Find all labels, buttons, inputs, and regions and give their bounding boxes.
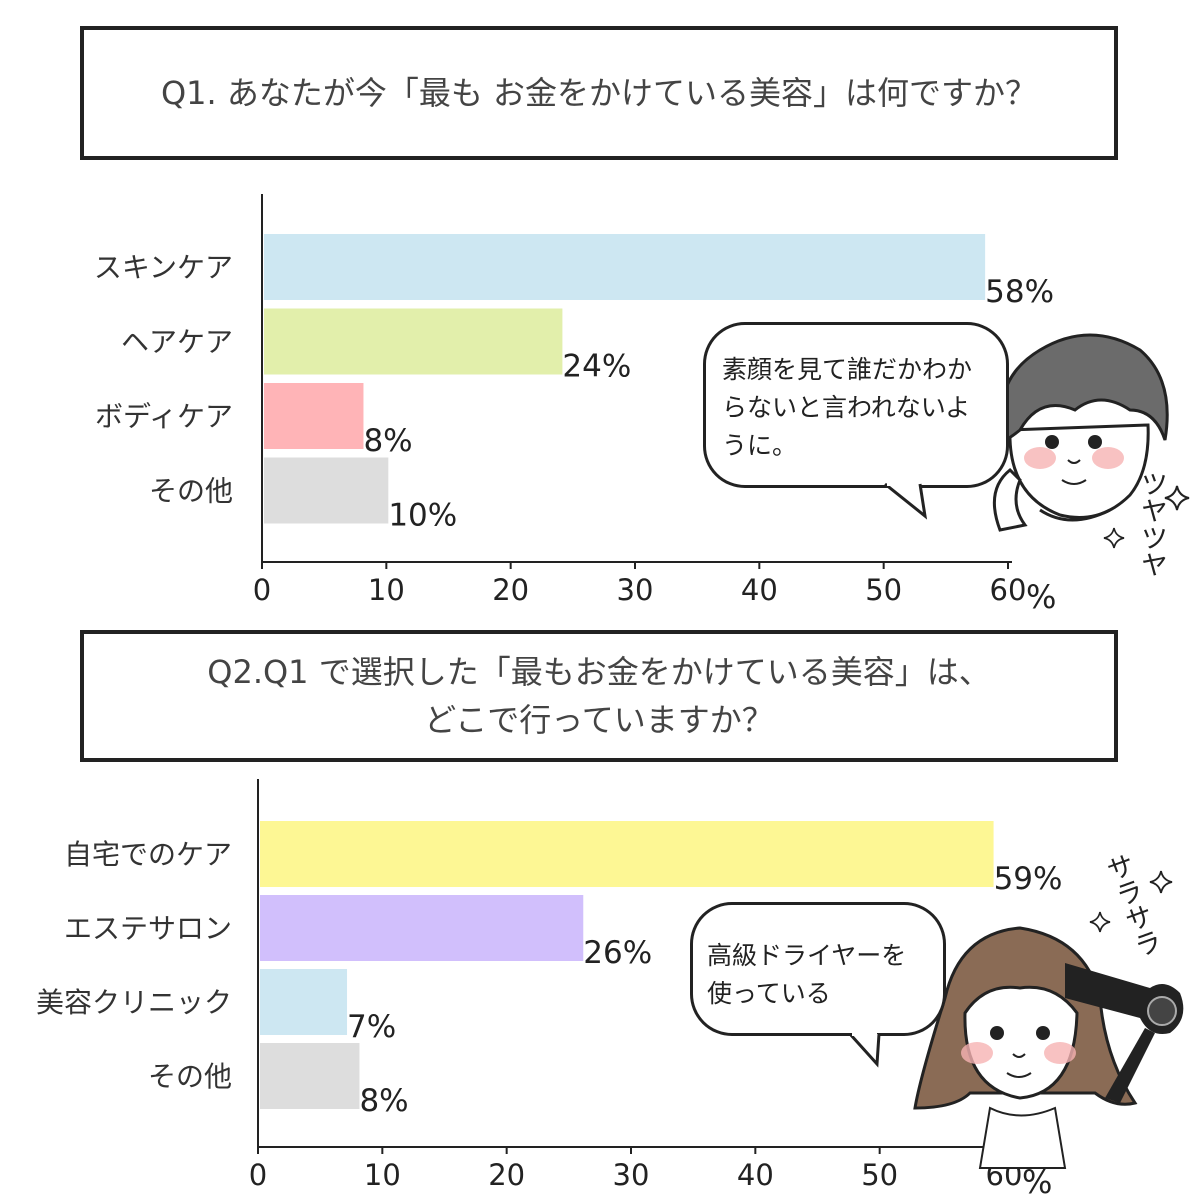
bar-value-label: 8% [363, 423, 412, 459]
bar-value-label: 7% [347, 1009, 396, 1045]
category-label: スキンケア [94, 251, 233, 284]
x-tick-label: 50 [861, 1158, 898, 1192]
question-1-title: Q1. あなたが今「最も お金をかけている美容」は何ですか？ [160, 74, 1038, 112]
x-axis-unit: % [1022, 1163, 1052, 1200]
x-tick-label: 0 [253, 573, 271, 607]
bar [264, 308, 563, 375]
category-label: その他 [149, 475, 233, 508]
woman-hairdryer-illustration [913, 926, 1184, 1169]
question-2-title-line2: どこで行っていますか？ [424, 701, 774, 739]
x-axis-unit: % [1026, 578, 1056, 616]
x-tick-label: 0 [249, 1158, 267, 1192]
question-1-box: Q1. あなたが今「最も お金をかけている美容」は何ですか？ [80, 26, 1118, 160]
x-tick-label: 10 [368, 573, 405, 607]
category-label: 自宅でのケア [64, 838, 232, 871]
sfx-tsuyatsuya: ツヤツヤ [1136, 470, 1167, 578]
bar-value-label: 24% [562, 349, 631, 385]
x-tick-label: 50 [865, 573, 902, 607]
bar-value-label: 8% [359, 1083, 408, 1119]
bar [260, 895, 584, 961]
speech-bubble-2-line2: 使っている [707, 979, 831, 1008]
bar [260, 821, 994, 887]
x-tick-label: 10 [364, 1158, 401, 1192]
x-tick-label: 40 [741, 573, 778, 607]
x-tick-label: 60 [990, 573, 1027, 607]
bar [260, 1043, 360, 1109]
question-2-title-line1: Q2.Q1 で選択した「最もお金をかけている美容」は、 [207, 653, 991, 691]
sparkle-icon [1164, 485, 1190, 511]
speech-bubble-2-line1: 高級ドライヤーを [707, 941, 907, 970]
sparkle-icon [1089, 911, 1111, 933]
category-label: 美容クリニック [36, 986, 232, 1019]
bar-value-label: 59% [994, 861, 1063, 897]
category-label: ヘアケア [121, 326, 233, 359]
x-tick-label: 40 [737, 1158, 774, 1192]
bar [264, 234, 986, 300]
chart-q2: 0 10 20 30 40 50 60 %自宅でのケア59%エステサロン26%美容クリニック7… [36, 779, 1063, 1200]
category-label: エステサロン [64, 912, 232, 945]
bar-value-label: 26% [583, 935, 652, 971]
category-label: その他 [148, 1060, 232, 1093]
speech-bubble-2: 高級ドライヤーを 使っている [690, 902, 946, 1036]
x-tick-label: 30 [617, 573, 654, 607]
chart-q1: 0 10 20 30 40 50 60 % スキンケア 58% ヘアケア 24% ボディケア 8% その他 1… [94, 194, 1056, 616]
category-label: ボディケア [95, 400, 233, 433]
question-2-box: Q2.Q1 で選択した「最もお金をかけている美容」は、 どこで行っていますか？ [80, 630, 1118, 762]
man-face-illustration [992, 333, 1169, 532]
bar [260, 969, 348, 1035]
speech-bubble-2-tail [848, 1028, 881, 1068]
sparkle-icon [1103, 527, 1125, 549]
bar-value-label: 58% [985, 274, 1054, 310]
speech-bubble-1-text: 素顔を見て誰だかわからないと言われないように。 [722, 355, 973, 460]
bar [264, 457, 389, 524]
x-tick-label: 30 [613, 1158, 650, 1192]
bar [264, 383, 364, 449]
sparkle-icon [1149, 870, 1173, 894]
x-tick-label: 20 [492, 573, 529, 607]
x-tick-label: 20 [488, 1158, 525, 1192]
bar-value-label: 10% [388, 498, 457, 534]
speech-bubble-1: 素顔を見て誰だかわからないと言われないように。 [703, 322, 1009, 488]
speech-bubble-1-tail [884, 478, 928, 520]
